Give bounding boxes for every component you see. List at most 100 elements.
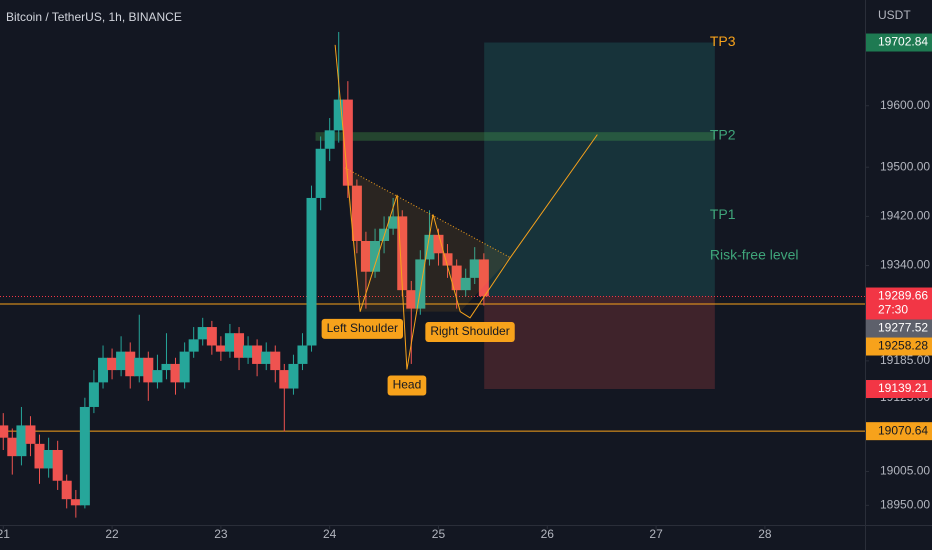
candle-body	[370, 240, 381, 272]
candle-body	[406, 290, 417, 309]
candle-body	[351, 185, 362, 241]
candle-body	[397, 216, 408, 291]
candle-body	[25, 425, 36, 444]
candle-body	[252, 345, 263, 364]
x-tick-label: 22	[105, 527, 119, 541]
y-tick-label: 19500.00	[880, 159, 930, 173]
candle-body	[188, 339, 199, 352]
candle-body	[0, 425, 9, 438]
price-badge-label: 19277.52	[878, 321, 928, 335]
level-label: TP2	[710, 127, 736, 143]
countdown-label: 27:30	[878, 303, 908, 317]
candle-body	[442, 253, 453, 266]
candle-body	[243, 345, 254, 358]
candle-body	[52, 450, 63, 481]
level-label: TP1	[710, 206, 736, 222]
price-badge	[866, 422, 932, 441]
candle-body	[125, 351, 136, 377]
candle-body	[215, 345, 226, 352]
x-tick-label: 25	[432, 527, 446, 541]
candle-body	[460, 277, 471, 291]
candle-body	[388, 216, 399, 229]
candle-body	[324, 130, 335, 149]
pattern-label-bg	[387, 375, 427, 396]
pattern-label-text: Right Shoulder	[430, 324, 509, 338]
candle-body	[161, 363, 172, 371]
candle-body	[43, 450, 54, 469]
price-badge	[866, 337, 932, 356]
x-tick-label: 21	[0, 527, 10, 541]
price-badge	[866, 319, 932, 338]
candle-body	[206, 327, 217, 346]
x-tick-label: 26	[541, 527, 555, 541]
candle-body	[360, 240, 371, 272]
neckline	[344, 167, 511, 259]
plot-area: Left Shoulder Head Right Shoulder TP3 TP2 TP1…	[0, 31, 865, 518]
candle-body	[234, 333, 245, 358]
price-badge-label: 19289.66	[878, 289, 928, 303]
y-tick-label: 19340.00	[880, 258, 930, 272]
candle-body	[143, 357, 154, 383]
price-badge	[866, 287, 932, 320]
candle-body	[7, 437, 18, 457]
price-badge	[866, 33, 932, 52]
candle-body	[342, 99, 353, 186]
candle-body	[61, 480, 72, 500]
price-badge-label: 19702.84	[878, 35, 928, 49]
candle-body	[16, 425, 27, 457]
price-badge-label: 19139.21	[878, 381, 928, 395]
candle-body	[34, 443, 45, 469]
pattern-label: Left Shoulder	[321, 318, 404, 339]
candle-body	[152, 370, 163, 383]
candle-body	[451, 265, 462, 291]
candle-body	[134, 357, 145, 377]
y-tick-label: 19420.00	[880, 209, 930, 223]
y-tick-label: 19600.00	[880, 98, 930, 112]
pattern-label: Head	[387, 375, 427, 396]
target-zone	[315, 132, 715, 141]
level-label: Risk-free level	[710, 246, 799, 262]
level-label: TP3	[710, 33, 736, 49]
candle-body	[261, 351, 272, 364]
y-tick-label: 18950.00	[880, 497, 930, 511]
candle-body	[333, 99, 344, 131]
candle-body	[170, 363, 181, 383]
candle-body	[424, 234, 435, 260]
candle-body	[433, 234, 444, 254]
candle-body	[279, 370, 290, 389]
y-tick-label: 19185.00	[880, 353, 930, 367]
candle-body	[478, 259, 489, 297]
chart-title: Bitcoin / TetherUS, 1h, BINANCE	[6, 10, 182, 24]
candle-body	[197, 327, 208, 340]
pattern-label-bg	[425, 321, 515, 342]
pattern-label: Right Shoulder	[425, 321, 515, 342]
loss-zone	[484, 296, 715, 390]
y-tick-label: 19005.00	[880, 464, 930, 478]
candle-body	[315, 148, 326, 198]
x-tick-label: 28	[758, 527, 772, 541]
candle-body	[116, 351, 127, 371]
x-tick-label: 23	[214, 527, 228, 541]
candle-body	[306, 197, 317, 346]
price-badge-label: 19070.64	[878, 423, 928, 437]
candle-body	[288, 363, 299, 389]
candle-body	[107, 357, 118, 371]
candle-body	[297, 345, 308, 364]
pattern-label-bg	[321, 318, 404, 339]
candle-body	[270, 351, 281, 371]
x-tick-label: 24	[323, 527, 337, 541]
pattern-line	[334, 44, 598, 370]
x-tick-label: 27	[649, 527, 663, 541]
candle-body	[469, 259, 480, 278]
candle-body	[79, 406, 90, 506]
candle-body	[415, 259, 426, 309]
pattern-label-text: Left Shoulder	[327, 321, 398, 335]
candle-body	[179, 351, 190, 383]
candle-body	[70, 499, 81, 506]
price-badge-label: 19258.28	[878, 339, 928, 353]
candle-body	[98, 357, 109, 383]
pattern-label-text: Head	[393, 378, 422, 392]
price-badge	[866, 380, 932, 399]
profit-zone	[484, 42, 715, 297]
